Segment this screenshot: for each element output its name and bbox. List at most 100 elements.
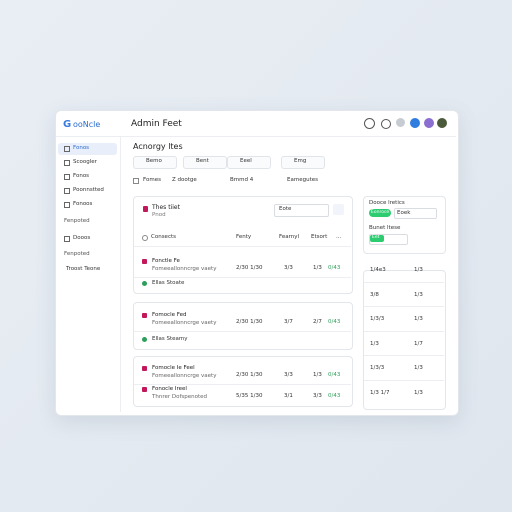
- cell: 1/3: [370, 340, 379, 347]
- cell: 1/3: [414, 316, 423, 322]
- row-name: Fomocle Ie Feel: [152, 365, 195, 371]
- divider: [134, 246, 351, 247]
- chip[interactable]: [281, 156, 325, 169]
- nav-icon: [64, 188, 70, 194]
- chip-label: Bemo: [146, 158, 162, 164]
- icon-user[interactable]: [410, 118, 420, 128]
- button[interactable]: [333, 204, 344, 215]
- icon-bell[interactable]: [381, 119, 391, 129]
- cell: 2/30 1/30: [236, 319, 263, 325]
- toggle[interactable]: [369, 209, 391, 217]
- nav-item[interactable]: Fonos: [73, 173, 90, 179]
- cell: 3/7: [284, 319, 293, 325]
- card: [133, 356, 353, 407]
- divider: [364, 355, 444, 356]
- row-icon: [142, 366, 147, 371]
- cell: 2/7: [313, 319, 322, 325]
- input-value[interactable]: Eoek: [397, 210, 411, 216]
- cell: 0/43: [328, 393, 341, 399]
- icon-search[interactable]: [364, 118, 375, 129]
- chip[interactable]: [227, 156, 271, 169]
- sidebar-divider: [120, 136, 121, 412]
- icon-avatar[interactable]: [424, 118, 434, 128]
- select-label[interactable]: Eote: [279, 206, 292, 212]
- nav-item[interactable]: Dooos: [73, 235, 91, 241]
- filter[interactable]: Bmmd 4: [230, 177, 254, 183]
- nav-item[interactable]: Scoogler: [73, 159, 97, 165]
- input[interactable]: [394, 208, 437, 219]
- check[interactable]: [142, 235, 148, 241]
- nav-icon: [64, 146, 70, 152]
- card-icon: [143, 206, 148, 212]
- cell: 1/4e3: [370, 267, 386, 273]
- row-icon: [142, 281, 147, 286]
- row-desc: Thnrer Dofspenoted: [152, 394, 208, 400]
- cell: 5/35 1/30: [236, 393, 263, 399]
- filter[interactable]: Eamegutes: [287, 177, 318, 183]
- filter[interactable]: Z dootge: [172, 177, 197, 183]
- cell: 1/3: [414, 365, 423, 371]
- row-name: Fonocle Ireel: [152, 386, 187, 392]
- nav-section: Fenpoted: [64, 251, 90, 257]
- header-divider: [56, 136, 456, 137]
- card-subtitle: Pnod: [152, 212, 166, 218]
- check[interactable]: [133, 178, 139, 184]
- cell: 1/3: [313, 372, 322, 378]
- cell: 1/3: [414, 267, 423, 273]
- cell: 3/3: [284, 372, 293, 378]
- chip-label: Emg: [294, 158, 307, 164]
- chip[interactable]: [183, 156, 227, 169]
- row-name: Fonctle Fe: [152, 258, 180, 264]
- nav-icon: [64, 174, 70, 180]
- filter[interactable]: Fomes: [143, 177, 161, 183]
- row-desc: Fomeeallonncrge vaety: [152, 373, 217, 379]
- side-table: [363, 270, 446, 410]
- brand: ooNcle: [73, 120, 101, 129]
- nav-item[interactable]: Troost Teone: [66, 266, 101, 272]
- button[interactable]: [369, 234, 408, 245]
- column-header: ...: [336, 234, 342, 240]
- chip-label: Eeel: [240, 158, 252, 164]
- nav-item[interactable]: Fonoos: [73, 201, 93, 207]
- row-icon: [142, 387, 147, 392]
- row-desc: Fomeeallonncrge vaety: [152, 320, 217, 326]
- cell: 2/30 1/30: [236, 372, 263, 378]
- cell: 1/7: [414, 340, 423, 347]
- badge[interactable]: [370, 235, 384, 242]
- divider: [364, 379, 444, 381]
- row-name: Fomocle Fed: [152, 312, 187, 318]
- nav-active: [58, 143, 117, 155]
- nav-item[interactable]: Poonnstted: [73, 187, 104, 193]
- nav-icon: [64, 202, 70, 208]
- nav-item[interactable]: Fonos: [73, 145, 90, 151]
- column-header: Fearnyl: [279, 234, 300, 240]
- divider: [134, 331, 351, 332]
- cell: 3/3: [313, 393, 322, 399]
- icon-settings[interactable]: [396, 118, 405, 127]
- cell: 1/3: [313, 265, 322, 271]
- panel-subtitle: Bunet ltese: [369, 225, 401, 231]
- nav-icon: [64, 236, 70, 242]
- row-icon: [142, 259, 147, 264]
- cell: 0/43: [328, 372, 341, 378]
- cell: 1/3 1/7: [370, 389, 390, 396]
- cell: 1/3: [414, 389, 423, 396]
- cell: 1/3: [414, 291, 423, 298]
- chip[interactable]: [133, 156, 177, 169]
- chip-label: Bent: [196, 158, 209, 164]
- toggle-label[interactable]: Eonroce: [371, 210, 390, 215]
- cell: 0/43: [328, 265, 341, 271]
- cell: 2/30 1/30: [236, 265, 263, 271]
- cell: 1/3/3: [370, 316, 385, 322]
- select[interactable]: [274, 204, 329, 217]
- divider: [134, 277, 351, 278]
- button-label[interactable]: Eet: [372, 235, 380, 240]
- nav-section: Fenpoted: [64, 218, 90, 224]
- section-title: Acnorgy ltes: [133, 142, 183, 151]
- cell: 1/3/3: [370, 365, 385, 371]
- icon-avatar[interactable]: [437, 118, 447, 128]
- panel-title: Dooce lretics: [369, 200, 405, 206]
- divider: [364, 306, 444, 307]
- card-title: Thes tiiet: [152, 204, 180, 211]
